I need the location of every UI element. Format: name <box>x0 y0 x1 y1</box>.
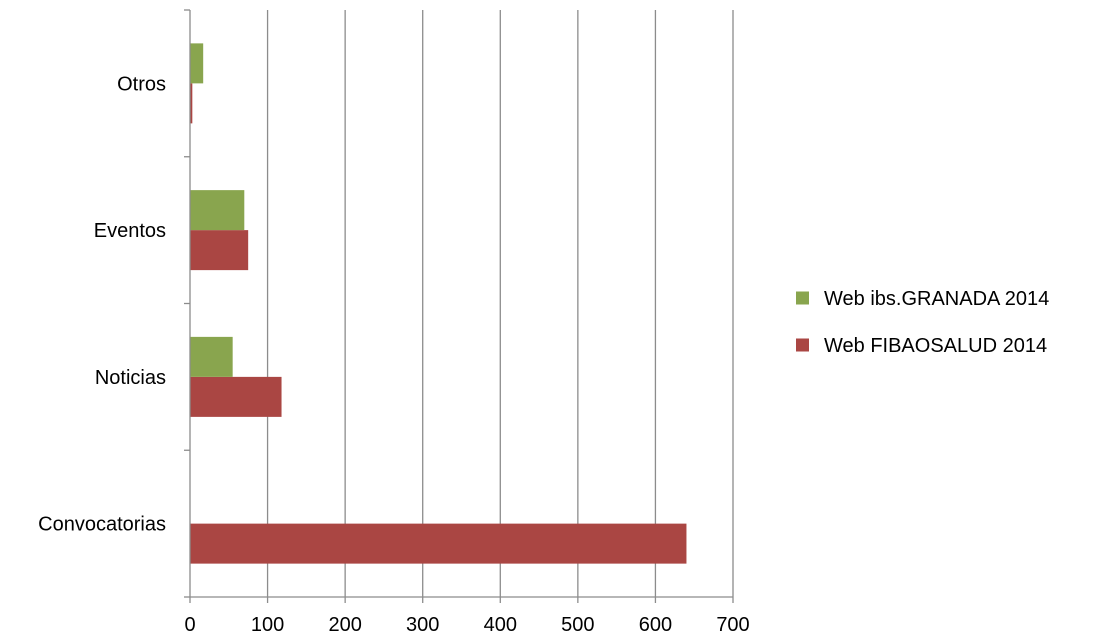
legend-swatch-web-ibs-granada-2014 <box>796 291 809 305</box>
bars-layer <box>190 43 687 564</box>
category-label: Convocatorias <box>38 514 166 536</box>
bar-web-fibaosalud-2014-otros <box>190 83 193 124</box>
legend-label-web-fibaosalud-2014: Web FIBAOSALUD 2014 <box>824 335 1047 357</box>
x-tick-label: 500 <box>561 614 594 636</box>
legend-swatch-web-fibaosalud-2014 <box>796 338 809 352</box>
category-label: Noticias <box>95 367 166 389</box>
grid-layer <box>266 10 734 597</box>
bar-web-fibaosalud-2014-convocatorias <box>190 523 687 564</box>
x-tick-label: 400 <box>484 614 517 636</box>
category-label: Otros <box>117 73 166 95</box>
axis-layer <box>184 9 734 603</box>
x-tick-label: 100 <box>251 614 284 636</box>
x-tick-label: 700 <box>716 614 749 636</box>
x-tick-label: 200 <box>328 614 361 636</box>
x-tick-label: 0 <box>184 614 195 636</box>
x-tick-label: 300 <box>406 614 439 636</box>
bar-web-ibs-granada-2014-eventos <box>190 190 245 231</box>
legend-label-web-ibs-granada-2014: Web ibs.GRANADA 2014 <box>824 288 1049 310</box>
bar-web-ibs-granada-2014-noticias <box>190 336 233 377</box>
bar-web-fibaosalud-2014-noticias <box>190 376 282 417</box>
legend: Web ibs.GRANADA 2014 Web FIBAOSALUD 2014 <box>796 288 1049 357</box>
x-tick-label: 600 <box>639 614 672 636</box>
category-label: Eventos <box>94 220 166 242</box>
bar-web-ibs-granada-2014-otros <box>190 43 204 84</box>
labels-layer: 0 100 200 300 400 500 600 700 Convocatorias Notic… <box>38 73 750 636</box>
bar-web-fibaosalud-2014-eventos <box>190 230 249 271</box>
